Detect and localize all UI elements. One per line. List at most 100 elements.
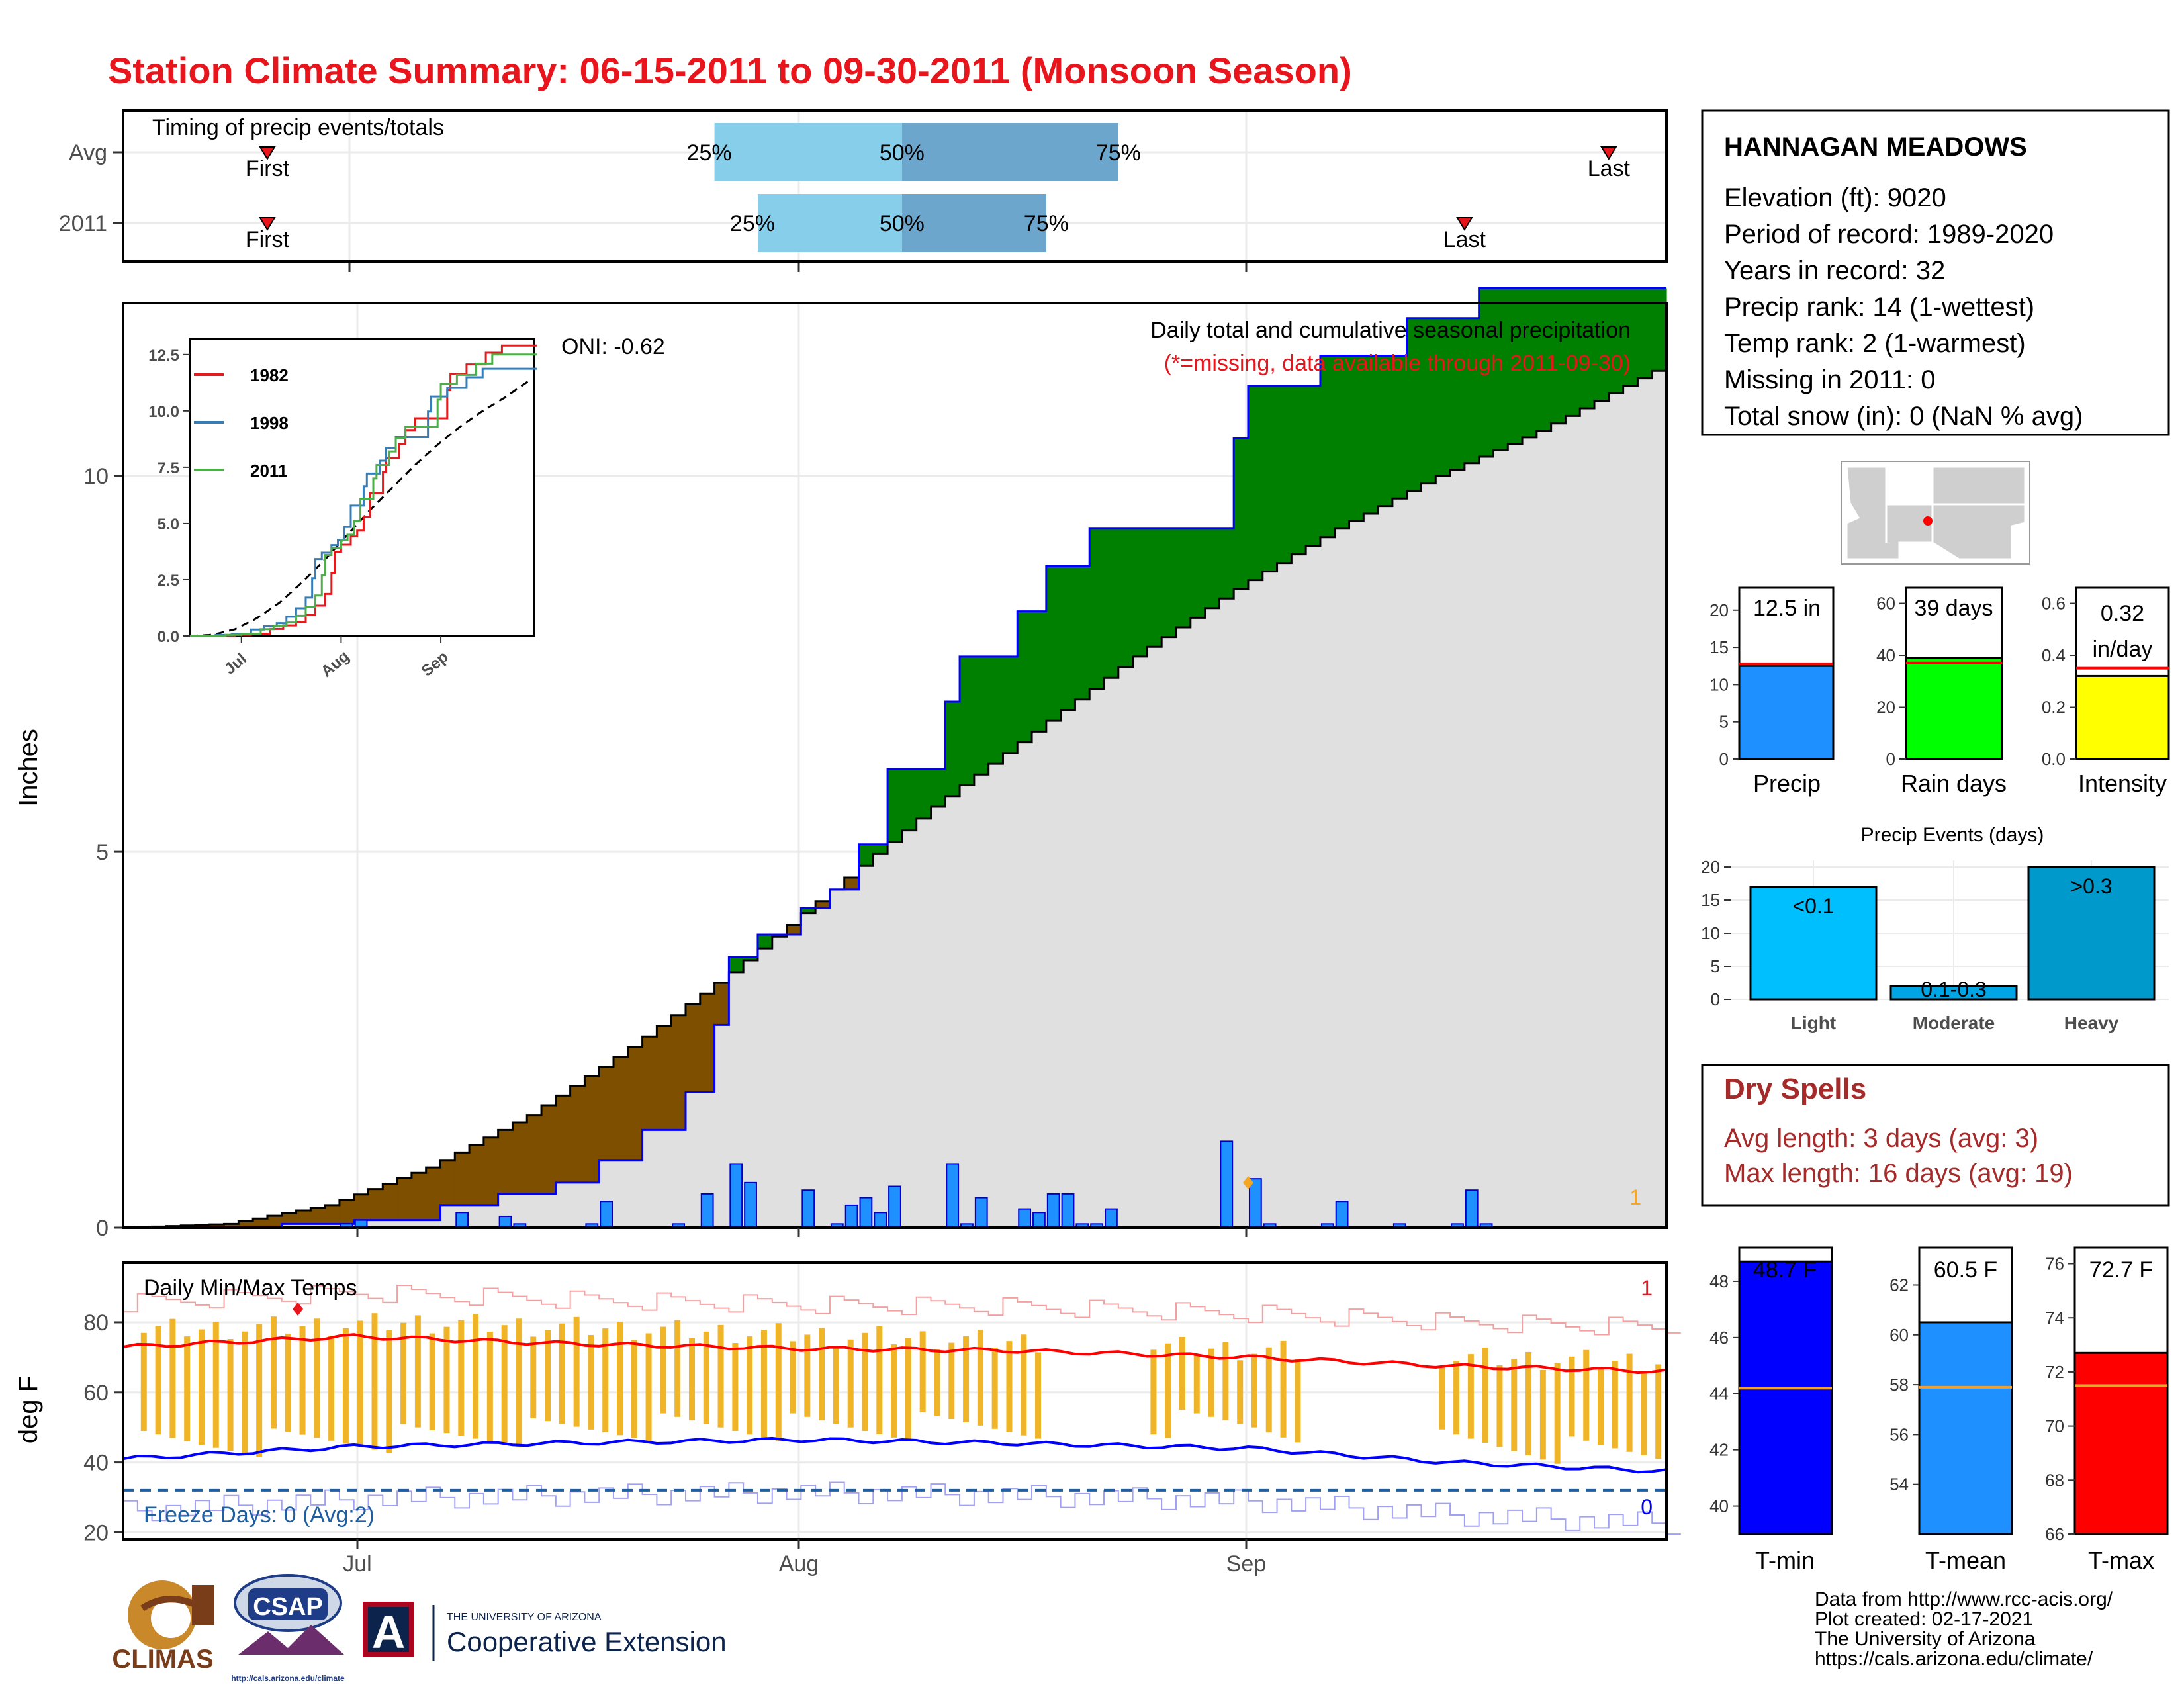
first-marker (259, 217, 276, 231)
raindays-y-tick: 0 (1886, 749, 1895, 769)
deficit-fill (469, 1145, 484, 1205)
precip-y-tick: 10 (1709, 674, 1729, 694)
daily-temp-bar (486, 1332, 493, 1441)
daily-temp-bar (1525, 1351, 1532, 1456)
daily-temp-bar (516, 1318, 522, 1447)
daily-temp-bar (1193, 1355, 1200, 1414)
intensity-y-tick: 0.6 (2042, 594, 2066, 614)
oni-value: ONI: -0.62 (561, 334, 665, 359)
daily-temp-bar (1539, 1369, 1546, 1460)
surplus-fill (1652, 288, 1667, 371)
surplus-fill (1608, 288, 1624, 394)
daily-temp-bar (1035, 1352, 1042, 1439)
deficit-fill (253, 1218, 268, 1228)
station-line: Total snow (in): 0 (NaN % avg) (1724, 402, 2083, 431)
daily-temp-bar (1439, 1367, 1445, 1430)
observed-cumulative-line (123, 287, 1666, 1229)
precip-y-tick: 5 (1719, 712, 1729, 732)
tmin-y-tick: 44 (1709, 1384, 1729, 1404)
deficit-fill (383, 1183, 398, 1220)
intensity-y-tick: 0.2 (2042, 698, 2066, 717)
precip-y-axis-label: Inches (14, 729, 43, 807)
events-y-tick: 5 (1711, 956, 1720, 976)
deficit-fill (555, 1095, 571, 1183)
surplus-fill (1075, 566, 1090, 700)
raindays-x-label: Rain days (1901, 770, 2007, 797)
surplus-fill (1104, 528, 1119, 678)
daily-temp-bar (1583, 1349, 1590, 1441)
first-label: First (246, 227, 290, 252)
tmin-bar (1738, 1260, 1833, 1535)
inset-legend-1998: 1998 (250, 413, 289, 433)
daily-precip-bar (1105, 1208, 1118, 1229)
timing-p25-label: 25% (730, 211, 775, 236)
daily-temp-bar (588, 1334, 594, 1430)
tmax-y-tick: 70 (2045, 1416, 2064, 1436)
event-bar-heavy (2027, 866, 2156, 1001)
deficit-fill (700, 993, 715, 1093)
daily-precip-bar (1335, 1201, 1349, 1228)
temp-missing-max: 1 (1641, 1276, 1653, 1300)
temp-missing-min: 0 (1641, 1495, 1653, 1519)
surplus-fill (1508, 288, 1523, 444)
surplus-fill (1003, 656, 1018, 753)
tmean-y-tick: 56 (1889, 1424, 1909, 1444)
temp-y-tick: 40 (83, 1451, 109, 1476)
daily-temp-bar (617, 1322, 623, 1436)
tmax-y-tick: 66 (2045, 1524, 2064, 1544)
tmean-y-tick: 62 (1889, 1275, 1909, 1295)
surplus-fill (1637, 288, 1653, 379)
deficit-fill (310, 1207, 326, 1224)
timing-p50-label: 50% (880, 140, 925, 165)
daily-temp-bar (429, 1333, 435, 1430)
daily-precip-bar (1018, 1208, 1032, 1229)
ua-a-letter: A (372, 1606, 406, 1658)
daily-temp-bar (1021, 1334, 1027, 1436)
timing-bar-lower (757, 194, 902, 252)
surplus-fill (1017, 611, 1032, 743)
daily-temp-bar (386, 1330, 392, 1453)
deficit-fill (614, 1057, 629, 1160)
daily-temp-bar (573, 1316, 580, 1427)
temp-y-tick: 60 (83, 1381, 109, 1406)
daily-temp-bar (991, 1348, 998, 1429)
tmean-x-label: T-mean (1925, 1547, 2006, 1574)
deficit-fill (353, 1194, 369, 1220)
surplus-fill (1392, 355, 1408, 499)
daily-temp-bar (1467, 1354, 1474, 1439)
surplus-fill (901, 769, 917, 831)
deficit-fill (411, 1173, 427, 1220)
raindays-y-tick: 40 (1876, 645, 1895, 665)
daily-temp-bar (919, 1331, 926, 1413)
daily-temp-bar (227, 1338, 234, 1451)
daily-temp-bar (876, 1326, 883, 1434)
surplus-fill (858, 844, 874, 866)
daily-temp-bar (819, 1328, 825, 1421)
deficit-fill (209, 1224, 225, 1228)
daily-precip-bar (1465, 1189, 1479, 1229)
daily-temp-bar (184, 1336, 191, 1441)
deficit-fill (325, 1205, 340, 1224)
deficit-fill (527, 1115, 542, 1194)
station-line: Years in record: 32 (1724, 256, 1945, 285)
daily-temp-bar (357, 1320, 363, 1447)
temp-panel-title: Daily Min/Max Temps (144, 1275, 357, 1301)
deficit-fill (599, 1066, 614, 1160)
deficit-fill (195, 1224, 210, 1228)
daily-temp-bar (660, 1326, 666, 1414)
tmax-y-tick: 76 (2045, 1254, 2064, 1274)
event-bar-label: <0.1 (1792, 894, 1834, 918)
credit-line: Data from http://www.rcc-acis.org/ (1815, 1588, 2113, 1610)
precip-missing-note: (*=missing, data available through 2011-… (1164, 351, 1631, 376)
surplus-fill (1161, 528, 1177, 637)
daily-temp-bar (775, 1323, 782, 1441)
surplus-fill (1551, 288, 1567, 424)
deficit-fill (224, 1224, 239, 1228)
surplus-fill (1060, 566, 1076, 710)
surplus-fill (1234, 438, 1249, 589)
tmin-x-label: T-min (1755, 1547, 1815, 1574)
surplus-fill (1580, 288, 1595, 409)
surplus-fill (931, 769, 946, 807)
deficit-fill (627, 1047, 643, 1160)
surplus-fill (772, 935, 788, 937)
